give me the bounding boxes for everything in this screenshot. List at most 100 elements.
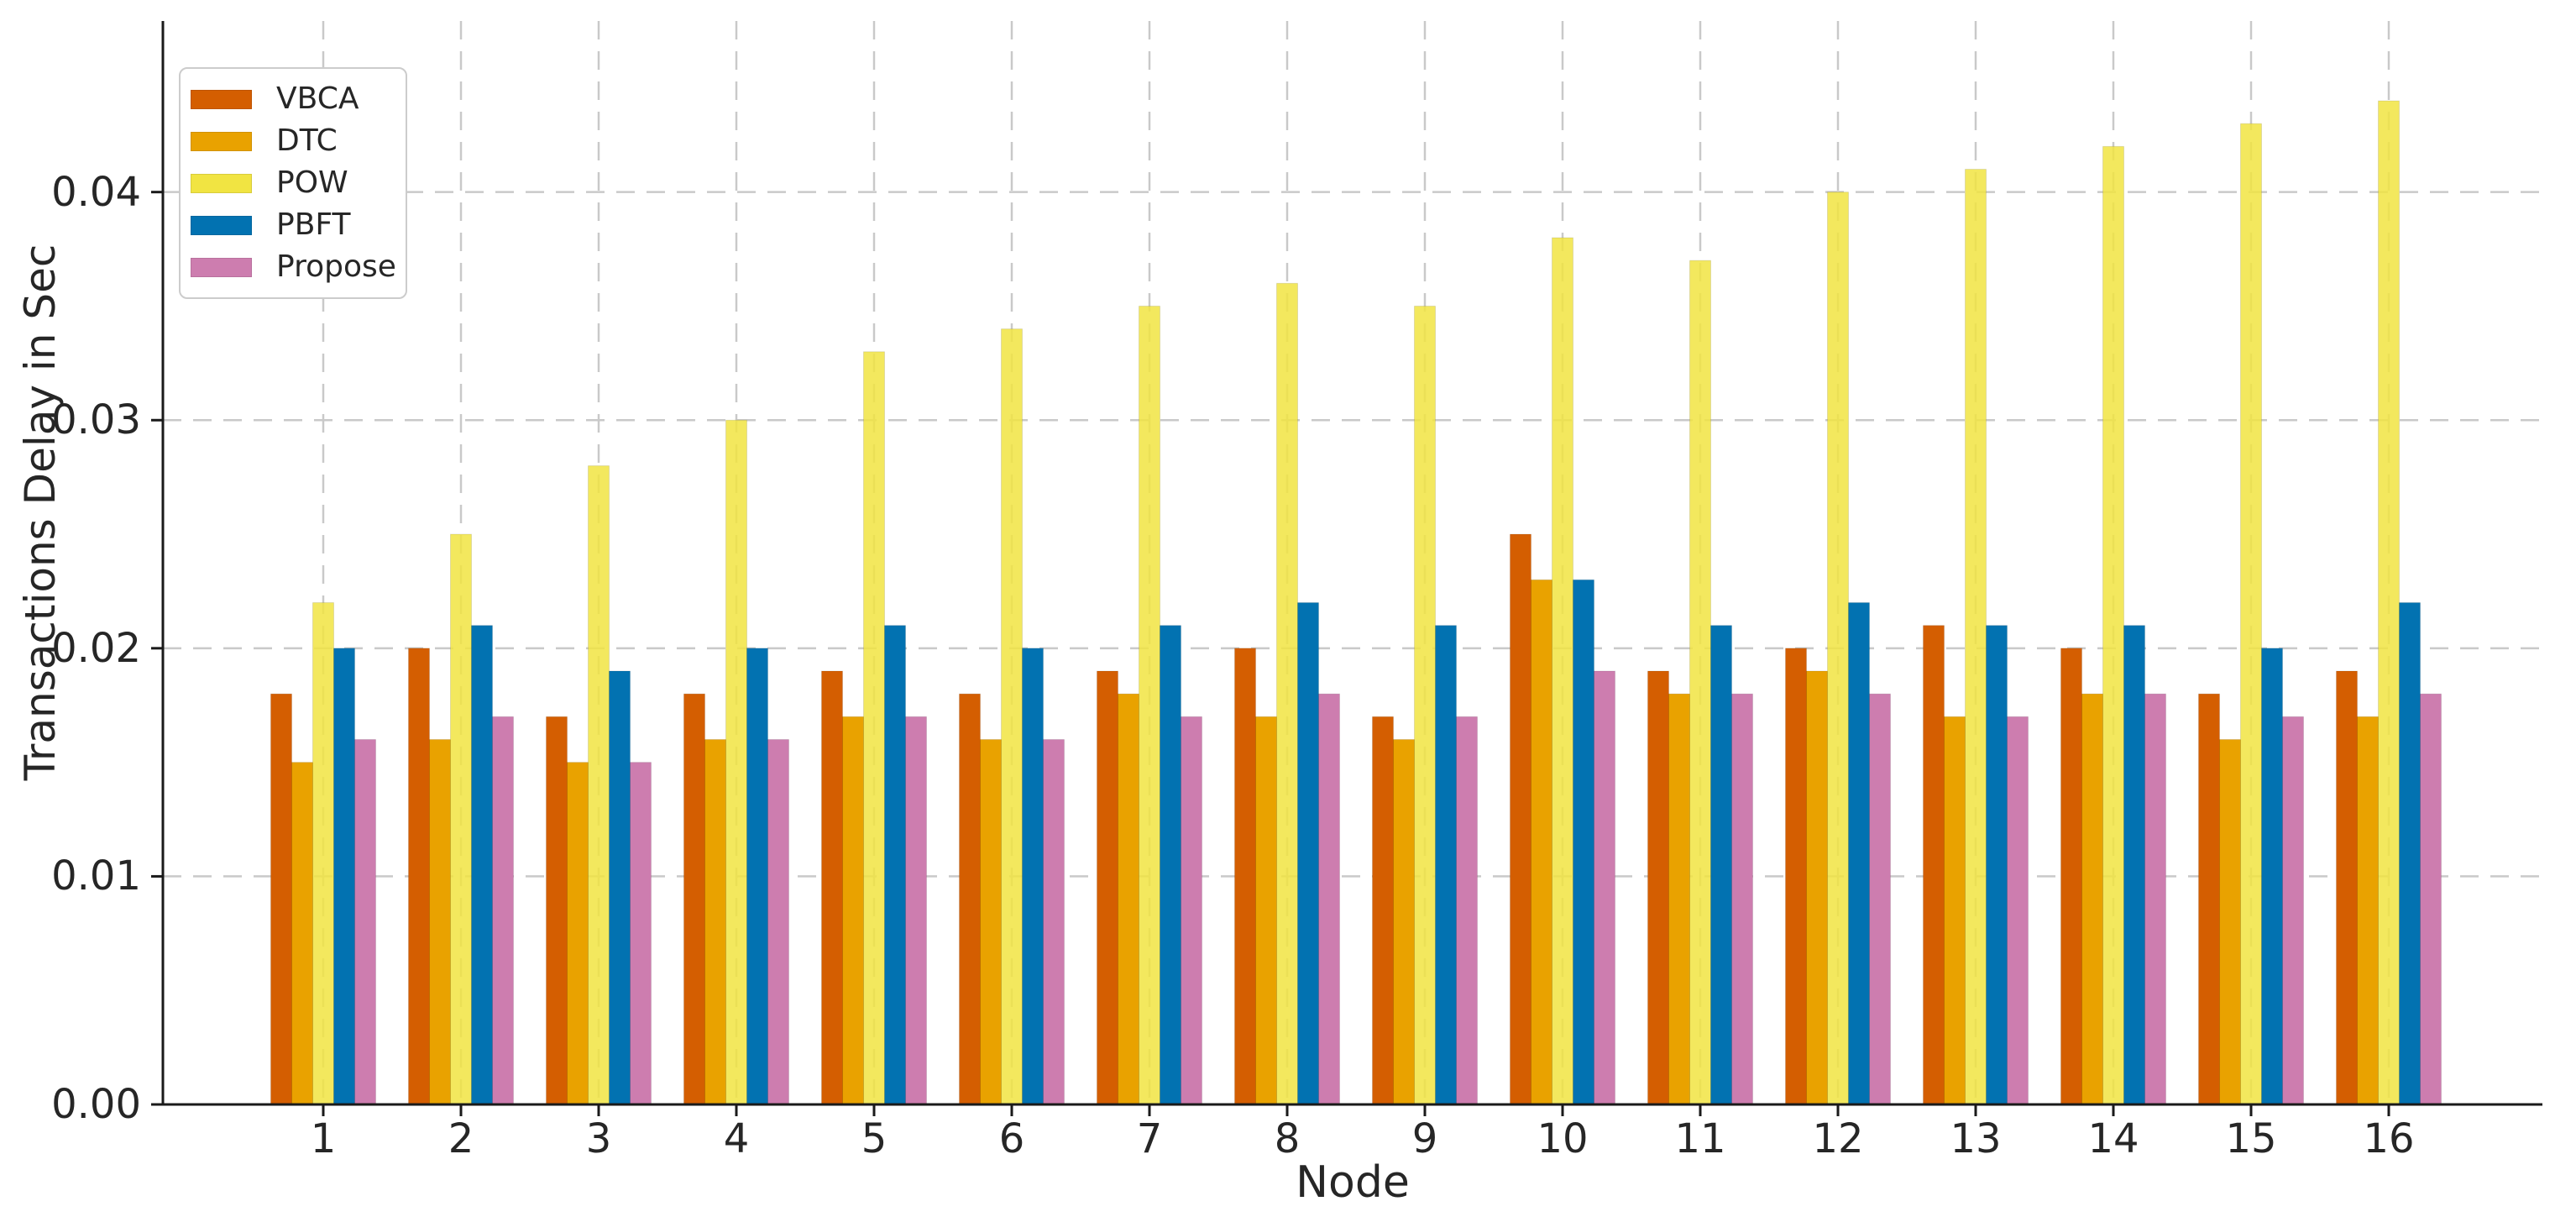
- x-tick-label-2: 2: [448, 1115, 474, 1162]
- legend-item-propose: Propose: [191, 246, 406, 288]
- bar-vbca-node11: [1647, 670, 1669, 1105]
- bar-propose-node9: [1456, 716, 1478, 1105]
- legend-swatch-propose: [191, 257, 252, 277]
- bar-vbca-node10: [1510, 533, 1531, 1105]
- x-tick-label-1: 1: [310, 1115, 337, 1162]
- bar-dtc-node16: [2357, 716, 2379, 1105]
- y-tick-label-0.02: 0.02: [51, 624, 141, 672]
- bar-dtc-node6: [980, 738, 1002, 1105]
- bar-pbft-node9: [1435, 625, 1457, 1105]
- bar-pbft-node11: [1710, 625, 1732, 1105]
- bar-pow-node15: [2240, 123, 2262, 1105]
- bar-propose-node5: [905, 716, 927, 1105]
- legend-item-dtc: DTC: [191, 120, 406, 162]
- bar-pow-node8: [1276, 282, 1298, 1105]
- bar-vbca-node7: [1097, 670, 1118, 1105]
- bar-dtc-node2: [429, 738, 451, 1105]
- bar-pow-node12: [1827, 191, 1849, 1105]
- legend-swatch-pow: [191, 173, 252, 193]
- x-tick-label-5: 5: [861, 1115, 887, 1162]
- x-tick-label-12: 12: [1812, 1115, 1864, 1162]
- x-tick-label-10: 10: [1537, 1115, 1589, 1162]
- legend-label-dtc: DTC: [276, 123, 338, 158]
- bar-vbca-node15: [2198, 693, 2220, 1105]
- legend-label-vbca: VBCA: [276, 81, 359, 116]
- legend-swatch-dtc: [191, 131, 252, 151]
- legend-item-pow: POW: [191, 162, 406, 204]
- x-axis-title: Node: [1296, 1157, 1410, 1208]
- bar-pbft-node6: [1022, 648, 1044, 1105]
- bar-pbft-node16: [2399, 602, 2421, 1105]
- bar-vbca-node8: [1234, 648, 1256, 1105]
- bar-dtc-node9: [1393, 738, 1415, 1105]
- bar-vbca-node3: [546, 716, 568, 1105]
- bar-propose-node7: [1181, 716, 1202, 1105]
- bar-pow-node16: [2378, 100, 2400, 1105]
- bar-pbft-node13: [1986, 625, 2008, 1105]
- bar-dtc-node3: [567, 762, 589, 1105]
- bar-propose-node1: [354, 738, 376, 1105]
- bar-vbca-node6: [959, 693, 981, 1105]
- bar-vbca-node1: [270, 693, 292, 1105]
- legend-item-vbca: VBCA: [191, 78, 406, 120]
- bar-dtc-node1: [291, 762, 313, 1105]
- bar-propose-node3: [630, 762, 652, 1105]
- x-tick-label-3: 3: [585, 1115, 612, 1162]
- bar-pow-node1: [312, 602, 334, 1105]
- legend-swatch-vbca: [191, 89, 252, 109]
- bar-pow-node7: [1139, 305, 1160, 1105]
- bar-pow-node9: [1414, 305, 1436, 1105]
- x-tick-label-8: 8: [1274, 1115, 1301, 1162]
- bar-propose-node15: [2282, 716, 2304, 1105]
- bar-pbft-node7: [1160, 625, 1181, 1105]
- bar-vbca-node5: [821, 670, 843, 1105]
- x-tick-label-7: 7: [1136, 1115, 1163, 1162]
- bar-dtc-node11: [1668, 693, 1690, 1105]
- bar-propose-node13: [2007, 716, 2029, 1105]
- bar-dtc-node15: [2219, 738, 2241, 1105]
- x-tick-label-9: 9: [1411, 1115, 1438, 1162]
- legend-label-pbft: PBFT: [276, 207, 351, 242]
- bar-propose-node8: [1318, 693, 1340, 1105]
- x-tick-label-15: 15: [2225, 1115, 2277, 1162]
- x-tick-label-13: 13: [1950, 1115, 2002, 1162]
- y-tick-label-0.00: 0.00: [51, 1081, 141, 1128]
- bar-propose-node11: [1731, 693, 1753, 1105]
- bar-pbft-node1: [333, 648, 355, 1105]
- bar-dtc-node12: [1806, 670, 1828, 1105]
- bar-propose-node2: [492, 716, 514, 1105]
- bar-pow-node2: [450, 533, 472, 1105]
- bar-vbca-node13: [1923, 625, 1945, 1105]
- bar-propose-node16: [2420, 693, 2442, 1105]
- legend-label-pow: POW: [276, 165, 348, 200]
- bar-dtc-node4: [704, 738, 726, 1105]
- bar-propose-node4: [767, 738, 789, 1105]
- bar-pow-node4: [725, 419, 747, 1105]
- bar-pow-node11: [1689, 260, 1711, 1105]
- legend-item-pbft: PBFT: [191, 204, 406, 246]
- y-tick-label-0.03: 0.03: [51, 396, 141, 444]
- bar-pbft-node15: [2261, 648, 2283, 1105]
- bar-vbca-node16: [2336, 670, 2358, 1105]
- bar-pbft-node4: [746, 648, 768, 1105]
- bar-vbca-node14: [2060, 648, 2082, 1105]
- bar-vbca-node9: [1372, 716, 1394, 1105]
- bar-vbca-node4: [683, 693, 705, 1105]
- legend-label-propose: Propose: [276, 249, 396, 284]
- bar-pow-node10: [1552, 237, 1573, 1105]
- bar-pbft-node14: [2123, 625, 2145, 1105]
- bar-pow-node3: [588, 465, 610, 1105]
- bar-dtc-node14: [2081, 693, 2103, 1105]
- x-tick-label-4: 4: [723, 1115, 750, 1162]
- bar-pbft-node10: [1573, 579, 1594, 1105]
- bar-pow-node13: [1965, 169, 1987, 1105]
- legend: VBCA DTC POW PBFT Propose: [179, 67, 407, 299]
- bar-vbca-node12: [1785, 648, 1807, 1105]
- x-tick-label-14: 14: [2087, 1115, 2139, 1162]
- x-tick-label-11: 11: [1674, 1115, 1726, 1162]
- bar-propose-node12: [1869, 693, 1891, 1105]
- x-tick-label-6: 6: [998, 1115, 1025, 1162]
- y-tick-label-0.04: 0.04: [51, 168, 141, 216]
- bar-propose-node6: [1043, 738, 1065, 1105]
- bar-pbft-node12: [1848, 602, 1870, 1105]
